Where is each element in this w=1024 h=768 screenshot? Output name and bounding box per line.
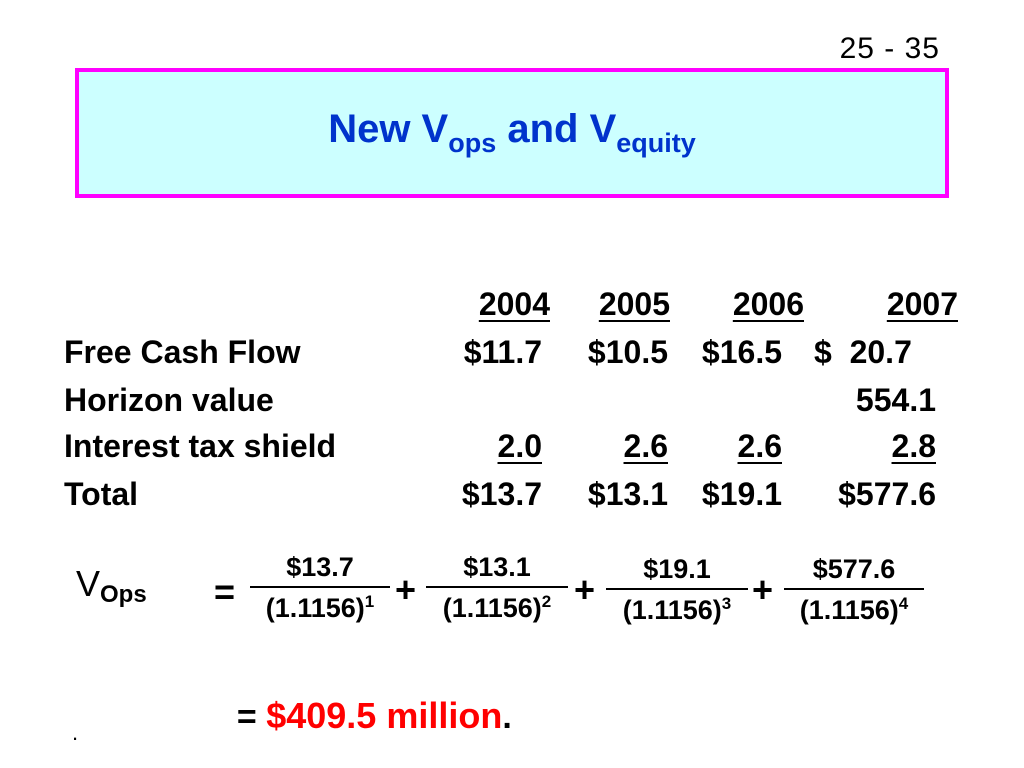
year-header: 2005 <box>598 286 670 322</box>
table-cell: $10.5 <box>587 334 668 370</box>
table-cell: 554.1 <box>855 382 936 418</box>
table-cell: $ 20.7 <box>814 334 912 370</box>
slide-title: New Vops and Vequity <box>328 107 696 158</box>
table-cell: $13.1 <box>587 476 668 512</box>
table-cell: $16.5 <box>701 334 782 370</box>
row-label: Interest tax shield <box>64 428 337 464</box>
table-cell: $577.6 <box>838 476 936 512</box>
table-cell: $11.7 <box>463 334 542 370</box>
table-cell: $13.7 <box>461 476 542 512</box>
fraction: $13.1 (1.1156)2 <box>426 552 568 624</box>
fraction: $19.1 (1.1156)3 <box>606 554 748 626</box>
footnote-dot: . <box>72 720 79 745</box>
fraction: $13.7 (1.1156)1 <box>250 552 390 624</box>
formula-result: = $409.5 million. <box>236 695 512 736</box>
table-cell: 2.6 <box>737 428 782 464</box>
formula-lhs: VOps <box>76 563 147 608</box>
table-cell: 2.0 <box>497 428 542 464</box>
year-header: 2004 <box>478 286 550 322</box>
row-label: Free Cash Flow <box>64 334 301 370</box>
row-label: Total <box>64 476 139 512</box>
fraction: $577.6 (1.1156)4 <box>784 554 924 626</box>
slide-number: 25 - 35 <box>839 32 940 65</box>
table-cell: $19.1 <box>701 476 782 512</box>
year-header: 2006 <box>732 286 804 322</box>
row-label: Horizon value <box>64 382 274 418</box>
plus-sign: + <box>752 569 774 610</box>
table-cell: 2.8 <box>891 428 936 464</box>
table-cell: 2.6 <box>623 428 668 464</box>
year-header: 2007 <box>886 286 958 322</box>
equals-sign: = <box>214 571 236 612</box>
title-box: New Vops and Vequity <box>75 68 949 198</box>
plus-sign: + <box>574 569 596 610</box>
plus-sign: + <box>395 569 417 610</box>
